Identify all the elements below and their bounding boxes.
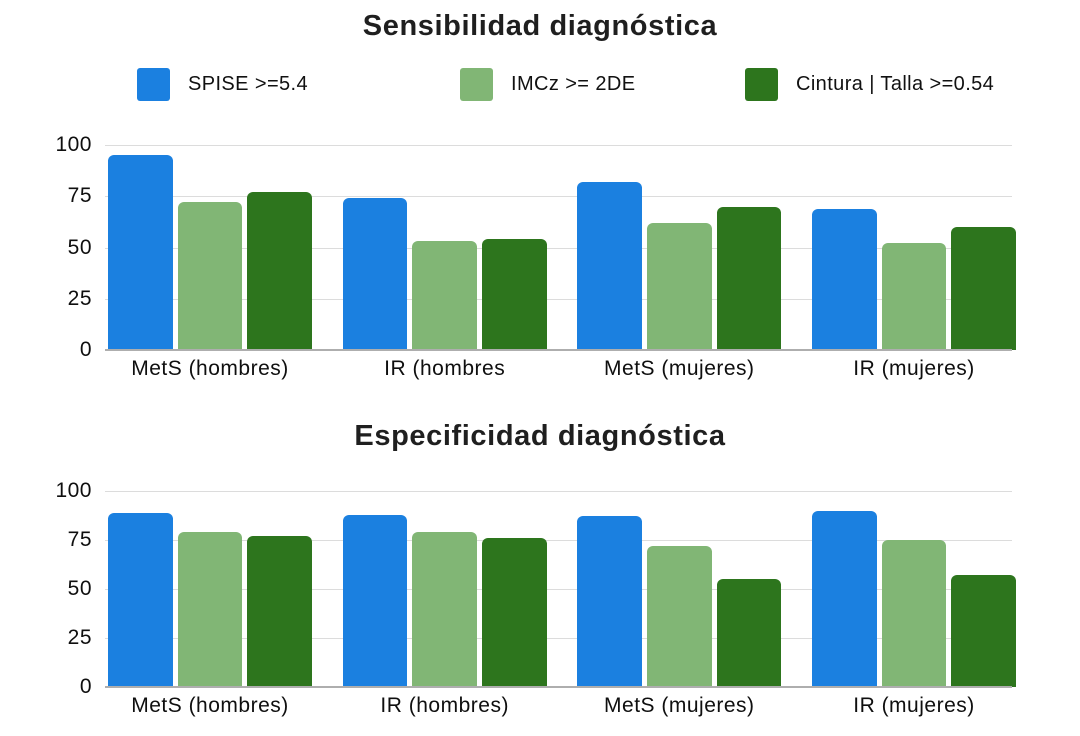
bar-cintura	[951, 575, 1017, 687]
y-axis-label-50: 50	[67, 235, 92, 259]
legend-label-spise: SPISE >=5.4	[188, 72, 309, 95]
bar-spise	[108, 155, 173, 350]
chart-title-especificidad: Especificidad diagnóstica	[354, 420, 726, 452]
x-axis-baseline	[105, 686, 1012, 688]
bar-imcz	[412, 532, 478, 687]
gridline-25	[105, 638, 1012, 639]
bar-imcz	[646, 545, 712, 687]
x-axis-label: IR (mujeres)	[853, 694, 975, 717]
bar-cintura	[482, 239, 547, 350]
y-axis-label-75: 75	[67, 528, 92, 551]
bar-imcz	[881, 540, 947, 687]
legend-swatch-spise	[137, 67, 170, 101]
y-axis-label-75: 75	[67, 184, 92, 208]
gridline-25	[105, 298, 1012, 300]
gridline-50	[105, 247, 1012, 249]
x-axis-label: MetS (hombres)	[131, 357, 289, 380]
bar-imcz	[177, 202, 243, 350]
bar-group-2	[342, 145, 547, 350]
y-axis-label-25: 25	[67, 286, 92, 310]
bar-imcz	[881, 243, 947, 350]
x-axis-baseline	[105, 349, 1012, 351]
bar-cintura	[716, 206, 782, 350]
y-axis-label-100: 100	[55, 479, 92, 502]
bar-spise	[577, 516, 642, 687]
y-axis-label-0: 0	[79, 338, 92, 361]
x-axis-label: IR (hombres	[384, 357, 506, 380]
y-axis-label-50: 50	[67, 577, 92, 600]
bar-cintura	[247, 192, 313, 350]
bar-spise	[812, 208, 877, 350]
bar-cintura	[482, 538, 547, 687]
legend-item-spise: SPISE >=5.4	[137, 66, 308, 102]
bar-spise	[342, 198, 408, 350]
bar-imcz	[412, 241, 478, 350]
x-axis-label: MetS (hombres)	[131, 694, 289, 717]
legend: SPISE >=5.4 IMCz >= 2DE Cintura | Talla >=…	[0, 66, 1080, 106]
chart-title-sensibilidad: Sensibilidad diagnóstica	[362, 10, 718, 42]
legend-label-cintura: Cintura | Talla >=0.54	[796, 72, 995, 95]
y-axis-label-25: 25	[67, 626, 92, 649]
y-axis-label-100: 100	[55, 133, 92, 156]
bar-imcz	[646, 222, 712, 350]
gridline-75	[105, 540, 1012, 541]
bar-imcz	[177, 532, 243, 687]
bar-group-3	[577, 145, 782, 350]
legend-swatch-imcz	[460, 67, 493, 101]
bar-spise	[812, 510, 877, 687]
x-axis-label: IR (hombres)	[380, 694, 509, 717]
legend-label-imcz: IMCz >= 2DE	[511, 72, 636, 95]
x-axis-label: MetS (mujeres)	[604, 357, 755, 380]
bar-spise	[577, 181, 642, 350]
x-axis-label: MetS (mujeres)	[604, 694, 755, 717]
bar-group-2	[342, 491, 547, 687]
gridline-100	[105, 491, 1012, 492]
bar-group-4	[812, 491, 1017, 687]
plot-area-sensibilidad	[105, 145, 1017, 351]
legend-swatch-cintura	[745, 67, 778, 101]
bar-cintura	[716, 579, 782, 687]
y-axis-label-0: 0	[79, 675, 92, 698]
bar-group-1	[108, 145, 313, 350]
gridline-75	[105, 196, 1012, 198]
bar-group-3	[577, 491, 782, 687]
x-axis-label: IR (mujeres)	[853, 357, 975, 380]
bar-spise	[108, 512, 173, 687]
bar-cintura	[951, 227, 1017, 350]
legend-item-imcz: IMCz >= 2DE	[460, 66, 635, 102]
gridline-50	[105, 589, 1012, 590]
bar-group-4	[812, 145, 1017, 350]
legend-item-cintura: Cintura | Talla >=0.54	[745, 66, 994, 102]
plot-area-especificidad	[105, 491, 1017, 688]
bar-cintura	[247, 536, 313, 687]
bar-spise	[342, 514, 408, 687]
bar-group-1	[108, 491, 313, 687]
gridline-100	[105, 145, 1012, 146]
